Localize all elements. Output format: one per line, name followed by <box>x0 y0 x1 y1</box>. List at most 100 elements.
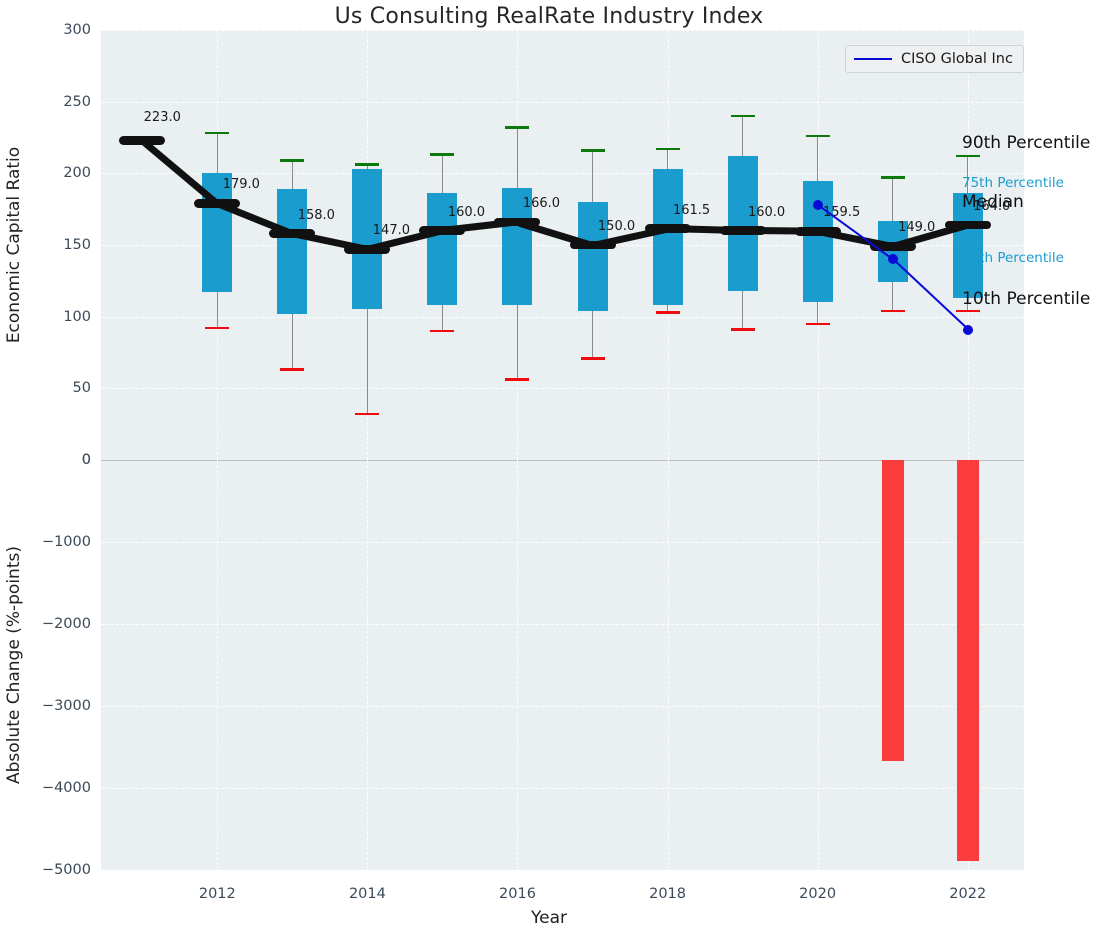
box-2013 <box>277 189 308 314</box>
gridline-bottom--1000 <box>101 542 1024 543</box>
median-value-label-2016: 166.0 <box>522 196 561 212</box>
y-tick-top-0: 0 <box>81 452 91 468</box>
median-value-label-2017: 150.0 <box>597 219 636 234</box>
x-axis-label: Year <box>531 908 567 928</box>
cap-p90-2022 <box>955 154 980 158</box>
cap-p10-2019 <box>730 328 755 331</box>
y-tick-bottom-0: 0 <box>81 452 91 468</box>
gridline-top-250 <box>101 101 1024 103</box>
box-2017 <box>577 202 608 311</box>
box-2018 <box>652 169 683 306</box>
y-tick-top-250: 250 <box>63 93 91 110</box>
cap-p10-2020 <box>805 322 830 326</box>
zero-line <box>101 460 1024 461</box>
cap-p10-2014 <box>355 412 380 416</box>
annotation-p75: 75th Percentile <box>962 175 1064 191</box>
change-bar-2021 <box>881 460 904 761</box>
gridline-top-50 <box>101 388 1024 390</box>
vgridline-2018 <box>667 460 669 870</box>
y-tick-top-200: 200 <box>63 165 91 182</box>
median-value-label-2013: 158.0 <box>297 207 335 223</box>
vgridline-2014 <box>367 460 369 870</box>
box-2020 <box>802 180 833 303</box>
median-marker-2016 <box>494 217 541 227</box>
cap-p10-2017 <box>580 356 605 360</box>
box-2016 <box>502 187 533 306</box>
legend[interactable]: CISO Global Inc <box>845 45 1024 73</box>
cap-p10-2016 <box>505 378 530 382</box>
change-bar-2022 <box>956 460 979 861</box>
cap-p90-2012 <box>205 131 230 135</box>
vgridline-2016 <box>517 460 519 870</box>
y-axis-label-bottom: Absolute Change (%-points) <box>4 546 24 784</box>
company-data-point-2021 <box>887 254 898 265</box>
gridline-bottom--4000 <box>101 788 1024 789</box>
median-marker-2019 <box>719 226 766 235</box>
legend-line-swatch <box>854 58 892 60</box>
legend-label-ciso-global-inc: CISO Global Inc <box>901 51 1013 67</box>
gridline-bottom--3000 <box>101 706 1024 707</box>
x-tick-2022: 2022 <box>949 886 987 902</box>
x-tick-2018: 2018 <box>649 886 686 902</box>
cap-p10-2013 <box>280 368 305 371</box>
annotation-p10: 10th Percentile <box>962 289 1091 309</box>
gridline-top-300 <box>101 30 1024 31</box>
y-tick-bottom--2000: −2000 <box>41 616 91 632</box>
box-2022 <box>952 193 983 299</box>
annotation-median: Median <box>962 192 1024 212</box>
cap-p90-2013 <box>280 159 305 162</box>
chart-title: Us Consulting RealRate Industry Index <box>334 4 764 29</box>
cap-p90-2017 <box>580 149 605 152</box>
y-tick-top-150: 150 <box>63 237 91 253</box>
median-marker-2022 <box>944 220 991 230</box>
median-marker-2012 <box>194 199 241 208</box>
median-value-label-2021: 149.0 <box>898 220 936 236</box>
y-tick-bottom--3000: −3000 <box>41 698 91 714</box>
y-tick-top-300: 300 <box>63 22 91 38</box>
y-tick-top-100: 100 <box>63 308 91 325</box>
cap-p10-2012 <box>205 326 230 330</box>
company-data-point-2022 <box>962 324 973 335</box>
y-tick-bottom--4000: −4000 <box>41 780 91 796</box>
vgridline-2020 <box>817 460 819 870</box>
median-marker-2015 <box>419 226 466 235</box>
gridline-bottom--2000 <box>101 624 1024 625</box>
box-2014 <box>352 169 383 310</box>
median-value-label-2012: 179.0 <box>222 177 260 193</box>
x-tick-2012: 2012 <box>198 886 236 902</box>
median-value-label-2011: 223.0 <box>143 110 181 126</box>
cap-p90-2019 <box>730 114 755 118</box>
bottom-panel-plot-area <box>101 460 1024 871</box>
median-marker-2018 <box>644 224 691 233</box>
median-marker-2013 <box>269 229 316 238</box>
median-marker-2011 <box>119 136 166 145</box>
cap-p90-2015 <box>430 153 455 156</box>
median-marker-2014 <box>344 245 391 254</box>
cap-p10-2022 <box>955 309 980 313</box>
y-tick-bottom--5000: −5000 <box>41 862 91 878</box>
median-marker-2017 <box>569 240 616 250</box>
x-tick-2016: 2016 <box>499 886 536 902</box>
cap-p90-2018 <box>655 147 680 151</box>
company-data-point-2020 <box>812 199 823 210</box>
cap-p10-2018 <box>655 311 680 314</box>
box-2019 <box>727 156 758 291</box>
cap-p90-2014 <box>355 163 380 167</box>
cap-p90-2021 <box>880 176 905 179</box>
median-marker-2021 <box>869 242 916 251</box>
vgridline-2012 <box>217 460 219 870</box>
median-value-label-2018: 161.5 <box>672 202 711 218</box>
median-value-label-2014: 147.0 <box>372 223 410 239</box>
median-value-label-2019: 160.0 <box>747 204 786 220</box>
gridline-top-100 <box>101 316 1024 318</box>
y-tick-bottom--1000: −1000 <box>41 534 91 550</box>
median-value-label-2022: 164.0 <box>973 198 1011 214</box>
gridline-top-150 <box>101 245 1024 246</box>
x-tick-2020: 2020 <box>799 886 837 902</box>
gridline-bottom--5000 <box>101 870 1024 871</box>
annotation-p90: 90th Percentile <box>962 133 1091 153</box>
cap-p90-2016 <box>505 126 530 129</box>
gridline-top-200 <box>101 173 1024 175</box>
cap-p90-2020 <box>805 134 830 138</box>
